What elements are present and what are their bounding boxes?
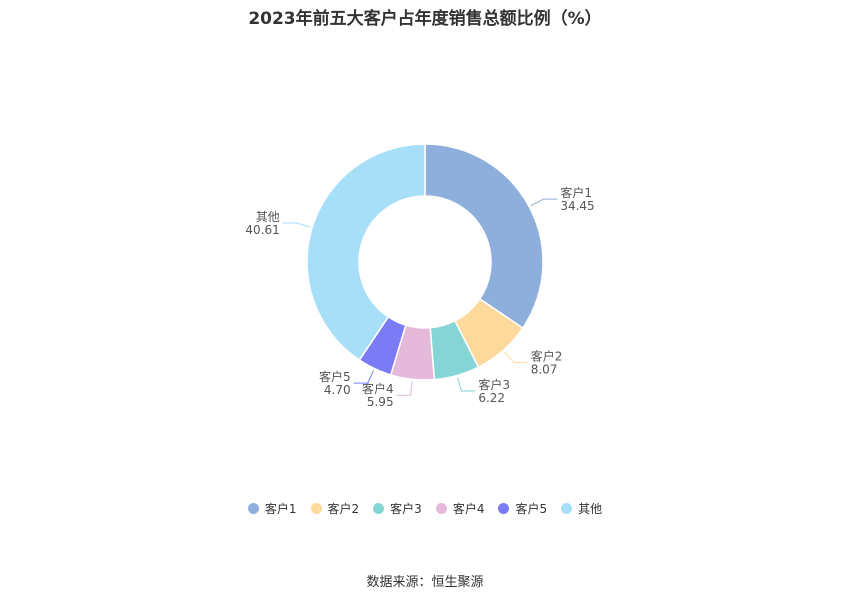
slice-value-customer-3: 6.22 bbox=[478, 391, 505, 405]
legend-item-others[interactable]: 其他 bbox=[561, 500, 602, 517]
legend-item-customer-4[interactable]: 客户4 bbox=[435, 500, 485, 517]
slice-value-customer-1: 34.45 bbox=[560, 199, 594, 213]
leader-line-customer-2 bbox=[504, 351, 528, 363]
slice-label-customer-1: 客户1 bbox=[560, 185, 592, 200]
slice-label-customer-5: 客户5 bbox=[319, 369, 351, 384]
slice-customer-1[interactable] bbox=[424, 143, 544, 330]
slice-label-customer-3: 客户3 bbox=[478, 377, 510, 392]
slice-value-customer-4: 5.95 bbox=[367, 395, 394, 409]
legend-item-customer-5[interactable]: 客户5 bbox=[498, 500, 547, 517]
slice-others[interactable] bbox=[306, 143, 426, 362]
slice-value-customer-2: 8.07 bbox=[531, 362, 558, 376]
data-source-note: 数据来源：恒生聚源 bbox=[366, 575, 484, 590]
leader-line-customer-5 bbox=[353, 370, 375, 384]
slice-label-others: 其他 bbox=[256, 210, 280, 224]
chart-legend: 客户1 客户2 客户3 客户4 客户5 其他 bbox=[0, 500, 850, 517]
leader-line-customer-3 bbox=[457, 377, 476, 392]
legend-label-customer-1: 客户1 bbox=[264, 502, 297, 516]
chart-title: 2023年前五大客户占年度销售总额比例（%） bbox=[248, 9, 602, 29]
slice-label-customer-2: 客户2 bbox=[531, 348, 563, 363]
slice-label-customer-4: 客户4 bbox=[362, 381, 394, 396]
legend-item-customer-3[interactable]: 客户3 bbox=[373, 500, 422, 517]
leader-line-customer-1 bbox=[530, 198, 558, 207]
legend-item-customer-1[interactable]: 客户1 bbox=[247, 500, 297, 517]
legend-label-customer-2: 客户2 bbox=[327, 502, 360, 516]
legend-label-customer-3: 客户3 bbox=[390, 502, 422, 516]
legend-marker-others bbox=[561, 503, 573, 514]
legend-label-customer-5: 客户5 bbox=[515, 502, 548, 516]
legend-marker-customer-2 bbox=[310, 503, 322, 514]
legend-marker-customer-5 bbox=[498, 503, 510, 514]
leader-line-customer-4 bbox=[396, 381, 413, 396]
legend-label-customer-4: 客户4 bbox=[452, 502, 485, 516]
legend-marker-customer-4 bbox=[435, 503, 447, 514]
leader-line-others bbox=[282, 222, 311, 228]
slice-value-customer-5: 4.70 bbox=[324, 383, 351, 397]
slice-value-others: 40.61 bbox=[245, 223, 279, 237]
legend-marker-customer-3 bbox=[373, 503, 385, 514]
legend-label-others: 其他 bbox=[578, 502, 603, 516]
legend-item-customer-2[interactable]: 客户2 bbox=[310, 500, 360, 517]
legend-marker-customer-1 bbox=[247, 503, 259, 514]
